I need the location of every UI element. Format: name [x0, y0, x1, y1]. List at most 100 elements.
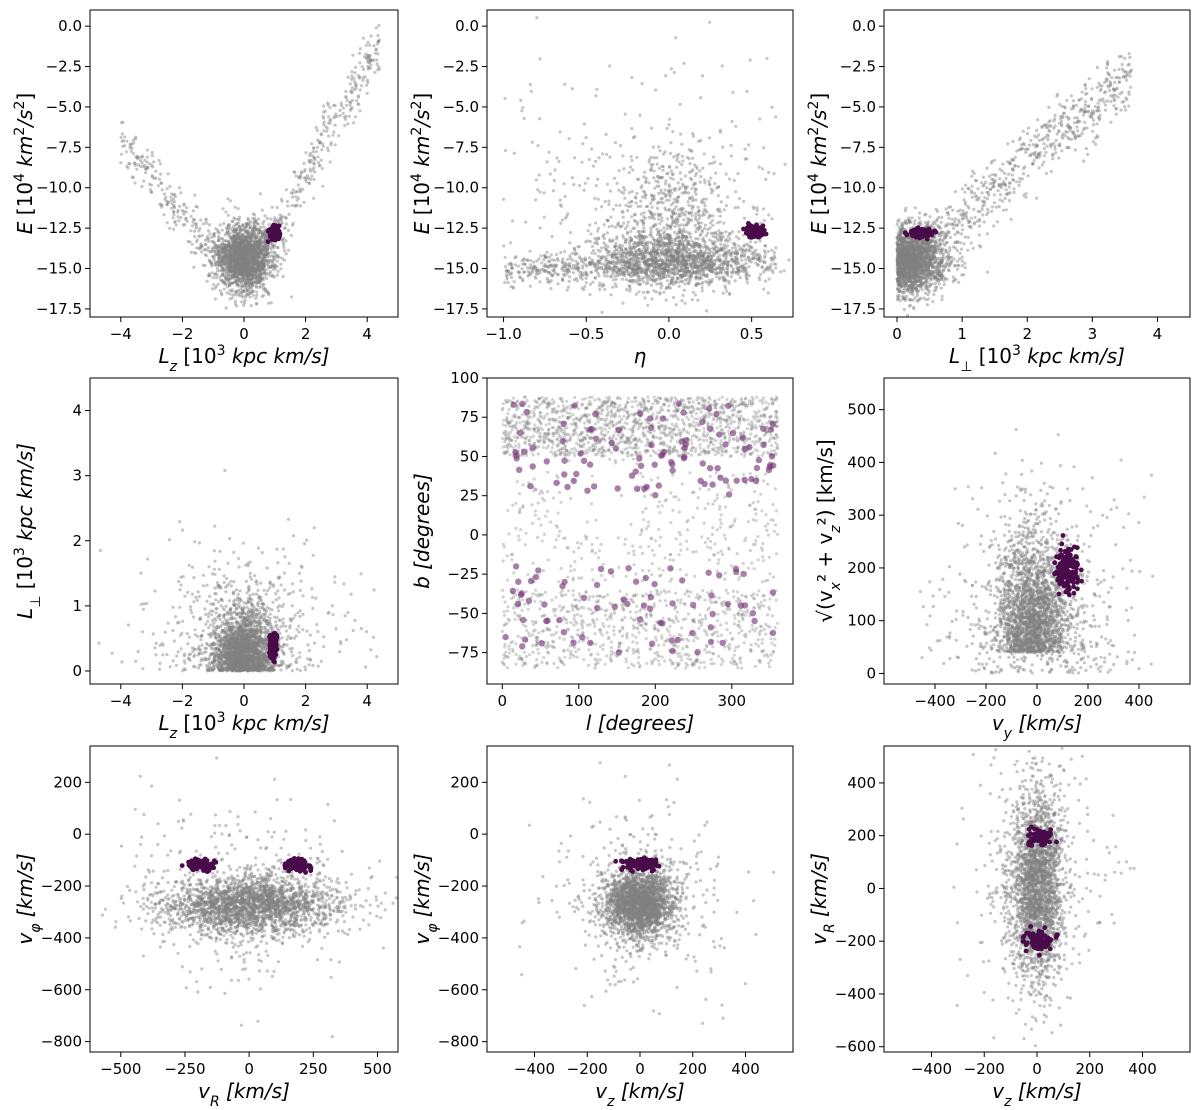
- background-point: [640, 195, 645, 199]
- background-point: [243, 258, 247, 262]
- background-point: [222, 254, 226, 258]
- background-point: [368, 66, 372, 70]
- background-point: [245, 261, 249, 265]
- background-point: [658, 149, 662, 153]
- background-point: [267, 271, 272, 275]
- background-point: [242, 257, 246, 261]
- background-point: [752, 250, 756, 254]
- background-point: [244, 285, 248, 290]
- background-point: [243, 241, 247, 246]
- background-point: [581, 264, 585, 268]
- background-point: [254, 243, 258, 247]
- background-point: [235, 266, 239, 270]
- background-point: [265, 255, 269, 259]
- x-tick-label: 4: [362, 325, 372, 343]
- background-point: [233, 264, 237, 268]
- background-point: [242, 256, 246, 260]
- background-point: [366, 54, 371, 58]
- background-point: [258, 250, 262, 254]
- background-point: [235, 289, 239, 293]
- background-point: [233, 257, 237, 262]
- background-point: [230, 268, 234, 272]
- background-point: [262, 271, 266, 275]
- background-point: [640, 240, 644, 244]
- background-point: [258, 230, 263, 234]
- background-point: [567, 137, 571, 141]
- background-point: [549, 286, 553, 291]
- background-point: [243, 279, 247, 283]
- background-point: [241, 253, 245, 257]
- background-point: [325, 126, 329, 130]
- background-point: [570, 176, 574, 180]
- background-point: [232, 230, 236, 234]
- background-point: [182, 209, 186, 214]
- background-point: [255, 265, 259, 269]
- background-point: [240, 263, 244, 267]
- background-point: [264, 253, 268, 257]
- background-point: [552, 267, 556, 271]
- background-point: [194, 224, 199, 228]
- background-point: [730, 259, 734, 263]
- background-point: [688, 197, 692, 201]
- background-point: [657, 176, 661, 180]
- background-point: [262, 265, 266, 269]
- background-point: [217, 253, 221, 257]
- background-point: [629, 204, 633, 208]
- background-point: [560, 218, 565, 222]
- background-point: [600, 265, 604, 269]
- background-point: [661, 243, 665, 247]
- background-point: [686, 241, 691, 245]
- background-point: [222, 281, 226, 285]
- background-point: [661, 191, 666, 195]
- background-point: [253, 251, 257, 255]
- background-point: [594, 159, 598, 163]
- background-point: [356, 95, 360, 99]
- background-point: [159, 172, 163, 176]
- background-point: [265, 244, 269, 248]
- background-point: [136, 163, 140, 167]
- background-point: [265, 273, 269, 277]
- background-point: [240, 262, 244, 266]
- background-point: [254, 276, 258, 280]
- background-point: [186, 239, 190, 244]
- background-point: [257, 248, 262, 253]
- background-point: [687, 211, 691, 215]
- background-point: [216, 282, 220, 286]
- background-point: [298, 190, 302, 194]
- background-point: [236, 257, 240, 261]
- background-point: [255, 253, 259, 257]
- background-point: [237, 278, 241, 282]
- background-point: [229, 267, 233, 271]
- background-point: [565, 288, 569, 292]
- background-point: [246, 276, 250, 280]
- background-point: [703, 223, 708, 227]
- background-point: [722, 259, 726, 263]
- background-point: [576, 262, 580, 266]
- background-point: [722, 279, 726, 283]
- background-point: [354, 84, 358, 88]
- background-point: [257, 264, 261, 268]
- highlight-point: [274, 227, 280, 233]
- background-point: [366, 54, 370, 58]
- background-point: [238, 269, 242, 273]
- background-point: [641, 279, 645, 284]
- background-point: [233, 267, 237, 271]
- background-point: [251, 229, 255, 234]
- background-point: [239, 241, 243, 245]
- background-point: [236, 249, 240, 253]
- background-point: [231, 247, 235, 251]
- background-point: [654, 290, 659, 294]
- background-point: [307, 160, 311, 164]
- background-point: [309, 177, 313, 181]
- background-point: [253, 246, 257, 250]
- background-point: [613, 253, 618, 257]
- background-point: [257, 239, 262, 243]
- background-point: [236, 252, 240, 256]
- background-point: [233, 299, 238, 303]
- background-point: [634, 269, 638, 274]
- background-point: [677, 269, 681, 273]
- background-point: [120, 132, 124, 136]
- background-point: [249, 263, 254, 267]
- background-point: [684, 237, 688, 241]
- background-point: [236, 283, 240, 287]
